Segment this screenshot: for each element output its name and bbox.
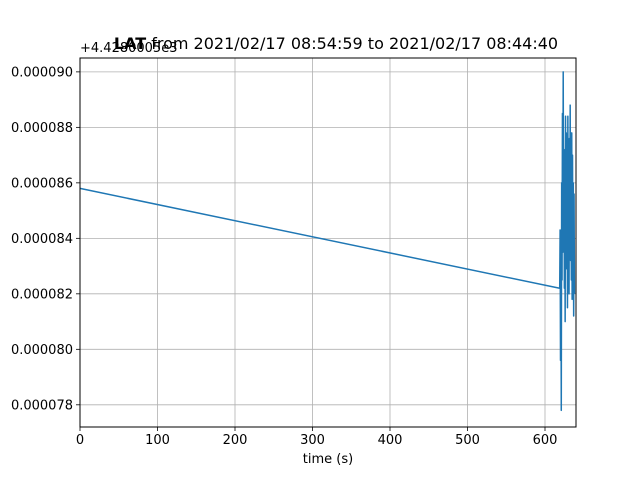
y-tick-label: 0.000088 (11, 121, 73, 136)
y-axis-offset-label: +4.4280005e3 (80, 41, 177, 56)
chart-title: LAT from 2021/02/17 08:54:59 to 2021/02/… (114, 34, 558, 53)
x-tick-label: 200 (223, 433, 248, 448)
x-tick-label: 300 (300, 433, 325, 448)
y-axis-ticks: 0.000078 0.000080 0.000082 0.000084 0.000086… (11, 65, 80, 413)
y-tick-label: 0.000084 (11, 232, 73, 247)
grid (79, 58, 576, 427)
y-tick-label: 0.000086 (11, 176, 73, 191)
y-tick-label: 0.000078 (11, 398, 73, 413)
x-tick-label: 0 (76, 433, 84, 448)
y-tick-label: 0.000080 (11, 343, 73, 358)
y-tick-label: 0.000090 (11, 65, 73, 80)
x-tick-label: 400 (378, 433, 403, 448)
x-axis-label: time (s) (303, 452, 353, 467)
x-tick-label: 600 (533, 433, 558, 448)
plot-frame (79, 57, 577, 428)
series-layer (79, 71, 576, 412)
series-line (79, 71, 576, 412)
x-axis-ticks: 0 100 200 300 400 500 600 (76, 427, 558, 448)
chart-title-rest: from 2021/02/17 08:54:59 to 2021/02/17 0… (146, 34, 558, 53)
chart-title-main: LAT (114, 34, 146, 53)
y-tick-label: 0.000082 (11, 287, 73, 302)
x-tick-label: 500 (455, 433, 480, 448)
x-tick-label: 100 (145, 433, 170, 448)
